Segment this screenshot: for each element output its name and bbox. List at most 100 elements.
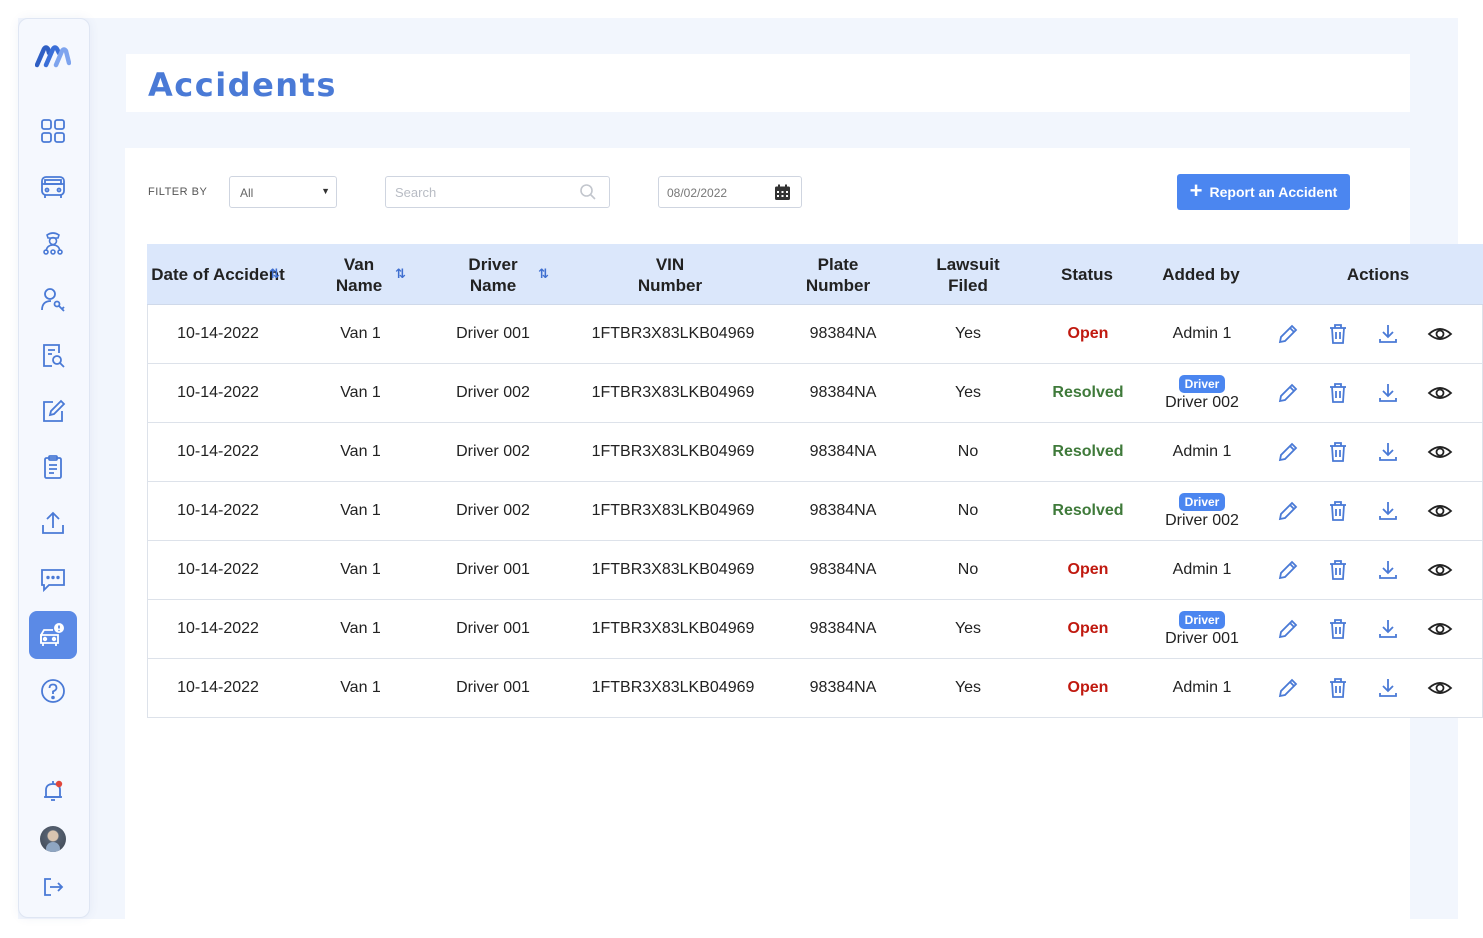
download-button[interactable] bbox=[1375, 380, 1401, 406]
avatar[interactable] bbox=[40, 826, 66, 852]
sidebar-item-dashboard[interactable] bbox=[29, 107, 77, 155]
download-button[interactable] bbox=[1375, 498, 1401, 524]
view-button[interactable] bbox=[1427, 380, 1453, 406]
download-button[interactable] bbox=[1375, 439, 1401, 465]
download-button[interactable] bbox=[1375, 321, 1401, 347]
view-button[interactable] bbox=[1427, 557, 1453, 583]
col-date-header[interactable]: Date of Accident bbox=[151, 265, 285, 284]
added-by-name: Admin 1 bbox=[1172, 325, 1232, 342]
cell-vin: 1FTBR3X83LKB04969 bbox=[591, 561, 755, 578]
cell-plate: 98384NA bbox=[809, 384, 877, 401]
edit-button[interactable] bbox=[1275, 616, 1301, 642]
sidebar-item-user-access[interactable] bbox=[29, 275, 77, 323]
table-header: Date of Accident ⇅ Van Name ⇅ Driver Nam… bbox=[147, 244, 1483, 305]
edit-button[interactable] bbox=[1275, 675, 1301, 701]
trash-icon bbox=[1330, 324, 1346, 344]
sidebar-item-upload[interactable] bbox=[29, 499, 77, 547]
cell-van: Van 1 bbox=[340, 325, 381, 342]
eye-icon bbox=[1427, 623, 1453, 635]
report-accident-button[interactable]: + Report an Accident bbox=[1177, 174, 1350, 210]
col-van-header[interactable]: Van Name bbox=[335, 254, 383, 295]
download-button[interactable] bbox=[1375, 616, 1401, 642]
pencil-icon bbox=[1278, 324, 1298, 344]
accidents-table: Date of Accident ⇅ Van Name ⇅ Driver Nam… bbox=[147, 244, 1483, 718]
edit-note-icon bbox=[43, 399, 66, 422]
added-by-name: Admin 1 bbox=[1172, 443, 1232, 460]
trash-icon bbox=[1330, 678, 1346, 698]
sidebar-item-checklist[interactable] bbox=[29, 443, 77, 491]
sidebar-item-drivers[interactable] bbox=[29, 219, 77, 267]
date-value: 08/02/2022 bbox=[667, 186, 728, 200]
cell-lawsuit: Yes bbox=[954, 325, 982, 342]
sidebar-item-messages[interactable] bbox=[29, 555, 77, 603]
edit-button[interactable] bbox=[1275, 557, 1301, 583]
eye-icon bbox=[1427, 505, 1453, 517]
pencil-icon bbox=[1278, 442, 1298, 462]
cell-driver: Driver 001 bbox=[456, 325, 530, 342]
download-button[interactable] bbox=[1375, 557, 1401, 583]
logout-button[interactable] bbox=[29, 863, 77, 911]
delete-button[interactable] bbox=[1325, 439, 1351, 465]
bell-icon bbox=[44, 780, 63, 801]
notifications-bell[interactable] bbox=[29, 767, 77, 815]
sidebar-item-notes[interactable] bbox=[29, 387, 77, 435]
search-input[interactable] bbox=[385, 176, 610, 208]
table-row: 10-14-2022 Van 1 Driver 001 1FTBR3X83LKB… bbox=[147, 541, 1483, 600]
cell-added-by: Admin 1 bbox=[1152, 423, 1252, 481]
trash-icon bbox=[1330, 560, 1346, 580]
cell-added-by: Admin 1 bbox=[1152, 541, 1252, 599]
cell-date: 10-14-2022 bbox=[177, 561, 259, 578]
date-picker[interactable]: 08/02/2022 bbox=[658, 176, 802, 208]
delete-button[interactable] bbox=[1325, 557, 1351, 583]
added-by-name: Driver 002 bbox=[1165, 511, 1239, 529]
sidebar-item-vans[interactable] bbox=[29, 163, 77, 211]
trash-icon bbox=[1330, 619, 1346, 639]
search-icon[interactable] bbox=[579, 183, 597, 201]
added-by-role-badge: Driver bbox=[1178, 492, 1226, 511]
delete-button[interactable] bbox=[1325, 380, 1351, 406]
sidebar-item-accidents[interactable] bbox=[29, 611, 77, 659]
user-key-icon bbox=[41, 288, 65, 312]
edit-button[interactable] bbox=[1275, 498, 1301, 524]
view-button[interactable] bbox=[1427, 616, 1453, 642]
filter-select[interactable]: All ▼ bbox=[229, 176, 337, 208]
sort-icon[interactable]: ⇅ bbox=[395, 266, 406, 281]
col-driver-header[interactable]: Driver Name bbox=[468, 254, 518, 295]
brand-logo-icon[interactable] bbox=[35, 41, 71, 69]
edit-button[interactable] bbox=[1275, 439, 1301, 465]
drivers-icon bbox=[43, 232, 63, 255]
added-by-role-badge: Driver bbox=[1178, 610, 1226, 629]
delete-button[interactable] bbox=[1325, 616, 1351, 642]
edit-button[interactable] bbox=[1275, 321, 1301, 347]
cell-plate: 98384NA bbox=[809, 443, 877, 460]
status-badge: Resolved bbox=[1052, 384, 1124, 401]
cell-plate: 98384NA bbox=[809, 502, 877, 519]
table-row: 10-14-2022 Van 1 Driver 002 1FTBR3X83LKB… bbox=[147, 423, 1483, 482]
col-plate-header: Plate Number bbox=[805, 254, 871, 295]
sort-icon[interactable]: ⇅ bbox=[269, 266, 280, 281]
sidebar-item-reports[interactable] bbox=[29, 331, 77, 379]
view-button[interactable] bbox=[1427, 439, 1453, 465]
download-icon bbox=[1379, 325, 1397, 343]
calendar-icon[interactable] bbox=[774, 184, 791, 201]
download-button[interactable] bbox=[1375, 675, 1401, 701]
cell-vin: 1FTBR3X83LKB04969 bbox=[591, 620, 755, 637]
view-button[interactable] bbox=[1427, 321, 1453, 347]
view-button[interactable] bbox=[1427, 675, 1453, 701]
status-badge: Open bbox=[1067, 325, 1109, 342]
cell-driver: Driver 002 bbox=[456, 443, 530, 460]
sidebar-item-help[interactable] bbox=[29, 667, 77, 715]
delete-button[interactable] bbox=[1325, 498, 1351, 524]
cell-vin: 1FTBR3X83LKB04969 bbox=[591, 679, 755, 696]
dashboard-grid-icon bbox=[41, 119, 65, 143]
cell-plate: 98384NA bbox=[809, 561, 877, 578]
cell-vin: 1FTBR3X83LKB04969 bbox=[591, 443, 755, 460]
status-badge: Open bbox=[1067, 561, 1109, 578]
cell-driver: Driver 002 bbox=[456, 502, 530, 519]
filter-by-label: FILTER BY bbox=[148, 186, 208, 198]
sort-icon[interactable]: ⇅ bbox=[538, 266, 549, 281]
view-button[interactable] bbox=[1427, 498, 1453, 524]
delete-button[interactable] bbox=[1325, 321, 1351, 347]
edit-button[interactable] bbox=[1275, 380, 1301, 406]
delete-button[interactable] bbox=[1325, 675, 1351, 701]
